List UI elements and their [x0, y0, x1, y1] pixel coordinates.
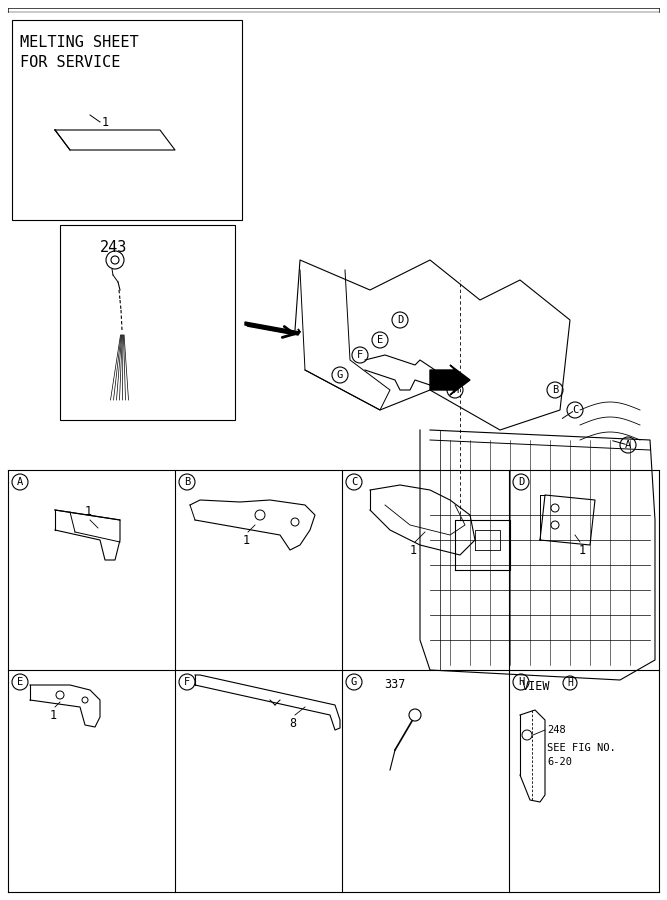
Text: C: C	[572, 405, 578, 415]
Text: F: F	[357, 350, 363, 360]
Text: 337: 337	[384, 679, 406, 691]
Text: 248: 248	[547, 725, 566, 735]
Text: B: B	[552, 385, 558, 395]
Text: 1: 1	[49, 709, 57, 722]
Text: G: G	[337, 370, 343, 380]
Text: H: H	[567, 678, 573, 688]
Bar	[12, 20, 242, 220]
Text: F: F	[184, 677, 190, 687]
Bar	[60, 225, 235, 420]
Polygon shape	[430, 365, 470, 395]
Text: SEE FIG NO.: SEE FIG NO.	[547, 743, 616, 753]
Text: 1: 1	[102, 115, 109, 129]
Text: B: B	[184, 477, 190, 487]
Text: H: H	[518, 677, 524, 687]
Text: A: A	[625, 440, 631, 450]
Text: 6-20: 6-20	[547, 757, 572, 767]
Text: E: E	[17, 677, 23, 687]
Text: G: G	[351, 677, 357, 687]
Text: A: A	[17, 477, 23, 487]
Text: C: C	[351, 477, 357, 487]
Text: 1: 1	[578, 544, 586, 557]
Text: D: D	[397, 315, 403, 325]
Text: 8: 8	[289, 717, 297, 730]
Polygon shape	[245, 322, 300, 335]
Text: D: D	[518, 477, 524, 487]
Text: 1: 1	[242, 534, 249, 547]
Text: VIEW: VIEW	[522, 680, 550, 693]
Text: 243: 243	[100, 240, 127, 255]
Text: H: H	[452, 385, 458, 395]
Text: 1: 1	[85, 505, 91, 518]
Text: 1: 1	[410, 544, 417, 557]
Text: E: E	[377, 335, 383, 345]
Text: MELTING SHEET
FOR SERVICE: MELTING SHEET FOR SERVICE	[20, 35, 139, 70]
